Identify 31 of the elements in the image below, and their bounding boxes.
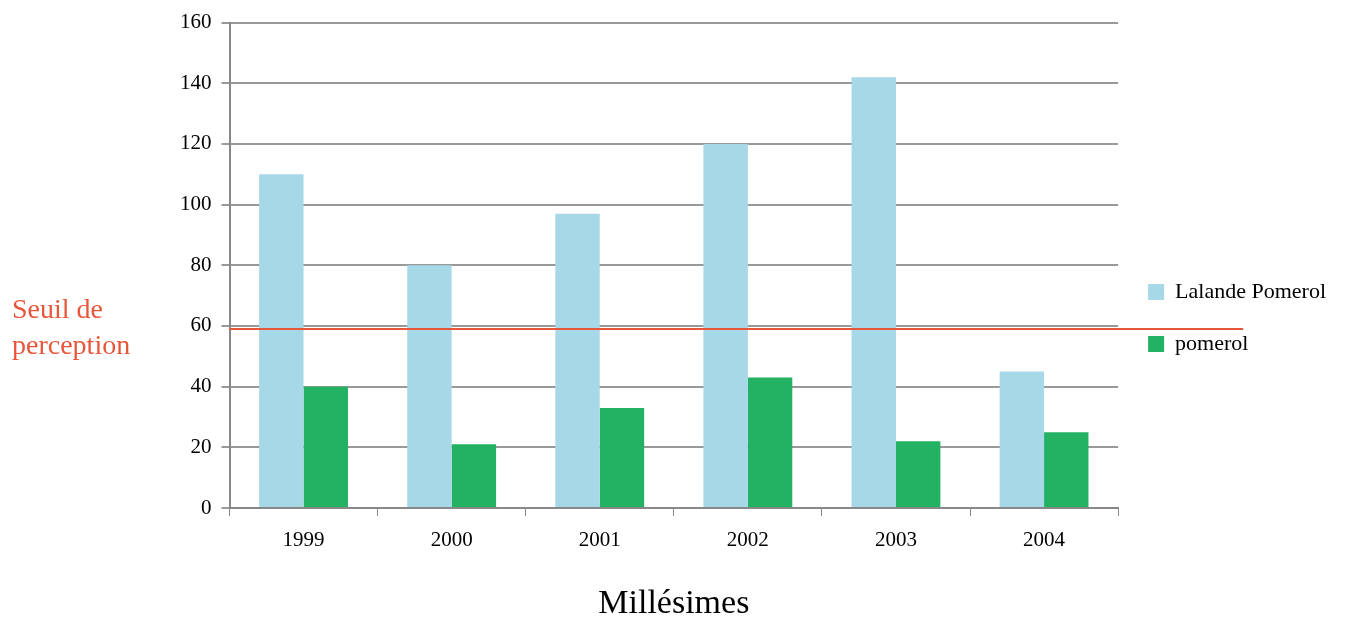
bar	[895, 441, 941, 507]
bar	[303, 386, 348, 507]
bar	[555, 213, 600, 507]
y-tick-label: 60	[190, 312, 212, 337]
y-tick-label: 140	[180, 69, 212, 94]
legend-label: pomerol	[1175, 329, 1249, 355]
y-tick-label: 100	[180, 191, 212, 216]
bar	[747, 377, 793, 507]
bar	[451, 444, 497, 507]
y-tick-label: 160	[180, 9, 212, 34]
y-tick-label: 0	[201, 494, 212, 519]
bar	[259, 174, 304, 507]
bar	[851, 77, 896, 507]
bar	[599, 407, 645, 507]
y-tick-label: 120	[180, 130, 212, 155]
x-axis-title: Millésimes	[598, 582, 750, 620]
x-tick-label: 2000	[430, 527, 473, 552]
y-tick-label: 80	[190, 251, 212, 276]
bar	[407, 265, 452, 507]
x-tick-label: 1999	[282, 527, 325, 552]
x-tick-label: 2001	[578, 527, 621, 552]
x-tick-label: 2004	[1023, 527, 1066, 552]
bar	[999, 371, 1045, 507]
bar	[1044, 432, 1089, 507]
x-tick-label: 2002	[726, 527, 769, 552]
y-tick-label: 20	[190, 433, 212, 458]
bar	[703, 143, 748, 507]
legend-label: Lalande Pomerol	[1175, 277, 1327, 303]
y-tick-label: 40	[190, 373, 212, 398]
ref-line-label: Seuil de perception	[12, 293, 131, 361]
x-tick-label: 2003	[874, 527, 917, 552]
